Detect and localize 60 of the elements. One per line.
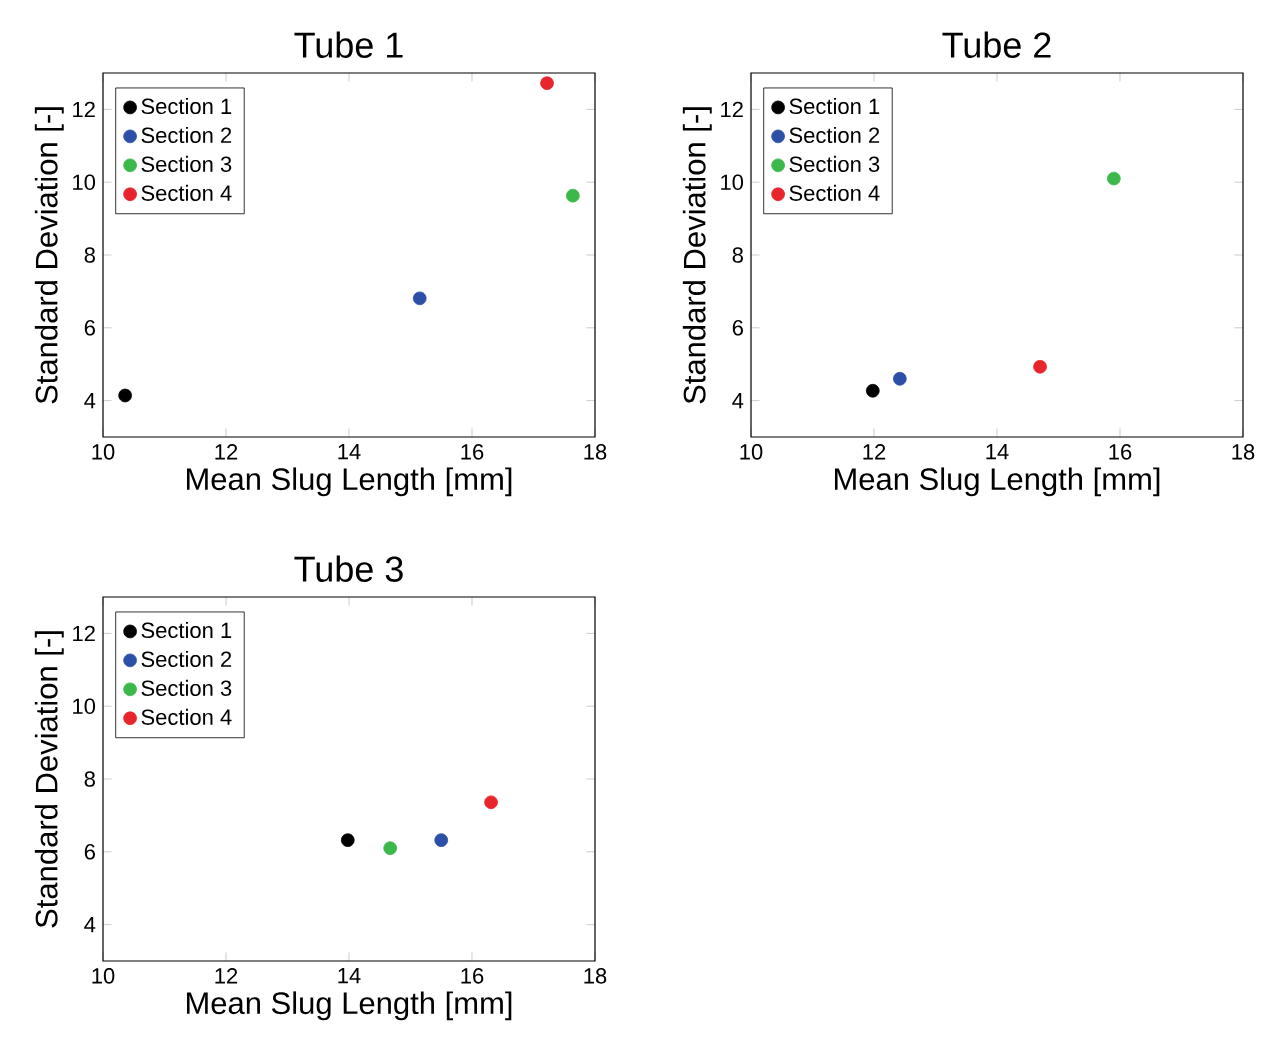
- legend-label: Section 2: [141, 650, 232, 668]
- x-tick-label: 18: [1232, 444, 1255, 460]
- y-axis-title: Standard Deviation [-]: [34, 631, 64, 928]
- y-tick-label: 8: [732, 247, 743, 263]
- point: [434, 833, 449, 847]
- point: [1033, 359, 1047, 374]
- x-axis-title: Mean Slug Length [mm]: [186, 467, 512, 497]
- x-axis-title: Mean Slug Length [mm]: [834, 467, 1160, 497]
- x-tick-label: 12: [863, 444, 886, 460]
- legend-label: Section 1: [141, 97, 232, 115]
- y-tick-label: 8: [84, 771, 95, 787]
- y-tick-label: 4: [732, 393, 744, 409]
- y-tick-label: 10: [721, 174, 744, 190]
- x-tick-label: 16: [1109, 444, 1132, 460]
- x-tick-label: 14: [338, 444, 361, 460]
- legend-label: Section 4: [141, 184, 232, 201]
- y-axis-title: Standard Deviation [-]: [34, 107, 64, 404]
- point: [383, 841, 398, 855]
- x-tick-label: 12: [215, 444, 238, 460]
- x-tick-label: 18: [584, 968, 607, 984]
- point: [1107, 171, 1121, 186]
- y-tick-label: 10: [73, 698, 96, 714]
- y-tick-label: 12: [721, 101, 743, 118]
- y-tick-label: 10: [73, 174, 96, 190]
- legend-label: Section 3: [789, 155, 880, 172]
- legend-label: Section 2: [141, 126, 232, 144]
- x-axis-title: Mean Slug Length [mm]: [186, 991, 512, 1021]
- point: [540, 76, 554, 90]
- y-tick-label: 6: [84, 320, 95, 336]
- y-tick-label: 6: [84, 844, 95, 860]
- legend-label: Section 4: [789, 184, 880, 201]
- legend-label: Section 3: [141, 679, 232, 696]
- legend-label: Section 2: [789, 126, 880, 144]
- chart-title: Tube 2: [942, 31, 1051, 58]
- y-tick-label: 12: [73, 101, 95, 118]
- legend-label: Section 1: [789, 97, 880, 115]
- y-axis-title: Standard Deviation [-]: [682, 107, 712, 404]
- point: [566, 188, 580, 203]
- x-tick-label: 14: [338, 968, 361, 984]
- point: [484, 795, 498, 810]
- x-tick-label: 16: [461, 968, 484, 984]
- x-tick-label: 18: [584, 444, 607, 460]
- y-tick-label: 6: [732, 320, 743, 336]
- y-tick-label: 12: [73, 625, 95, 642]
- y-tick-label: 8: [84, 247, 95, 263]
- y-tick-label: 4: [84, 917, 96, 933]
- point: [865, 383, 880, 398]
- x-tick-label: 12: [215, 968, 238, 984]
- x-tick-label: 14: [986, 444, 1009, 460]
- point: [118, 388, 132, 403]
- legend-label: Section 3: [141, 155, 232, 172]
- chart-title: Tube 1: [294, 31, 403, 58]
- legend-label: Section 1: [141, 621, 232, 639]
- x-tick-label: 16: [461, 444, 484, 460]
- point: [340, 833, 355, 847]
- chart-title: Tube 3: [294, 555, 403, 582]
- point: [893, 371, 907, 386]
- legend-label: Section 4: [141, 708, 232, 725]
- point: [412, 291, 427, 306]
- y-tick-label: 4: [84, 393, 96, 409]
